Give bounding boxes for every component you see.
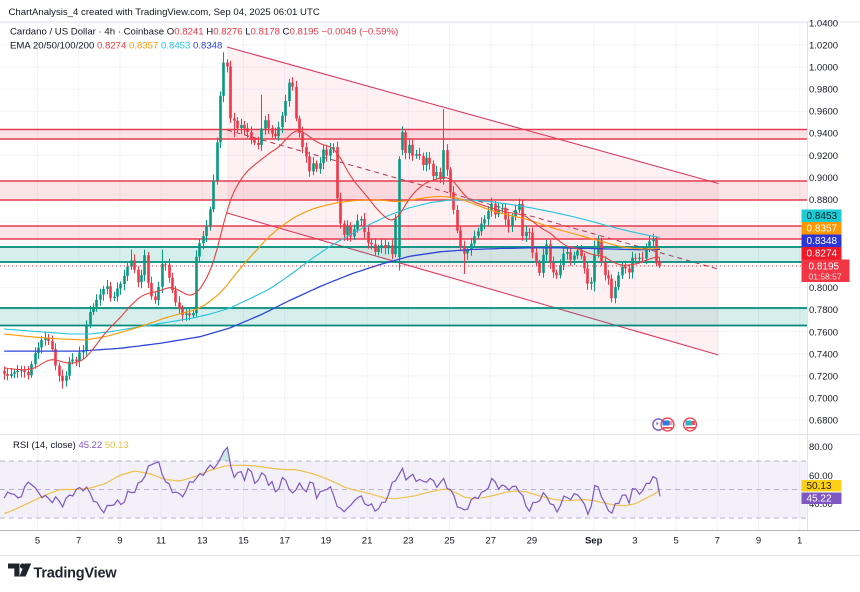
svg-text:TradingView: TradingView	[34, 566, 118, 582]
svg-text:7: 7	[715, 536, 720, 547]
svg-text:0.9000: 0.9000	[809, 173, 838, 184]
svg-text:0.9400: 0.9400	[809, 129, 838, 140]
svg-text:0.8274: 0.8274	[807, 249, 838, 260]
svg-text:7: 7	[76, 536, 81, 547]
svg-text:0.7000: 0.7000	[809, 393, 838, 404]
svg-text:11: 11	[156, 536, 166, 547]
svg-text:0.6800: 0.6800	[809, 416, 838, 427]
svg-text:0.7200: 0.7200	[809, 371, 838, 382]
svg-text:1.0000: 1.0000	[809, 63, 838, 74]
svg-text:Sep: Sep	[585, 536, 603, 547]
svg-text:RSI (14, close) 45.22 50.13: RSI (14, close) 45.22 50.13	[13, 440, 129, 451]
svg-text:50.13: 50.13	[807, 481, 832, 492]
svg-text:5: 5	[35, 536, 40, 547]
svg-text:0.9600: 0.9600	[809, 107, 838, 118]
svg-text:0.8348: 0.8348	[807, 236, 838, 247]
svg-text:40.00: 40.00	[809, 499, 833, 510]
svg-text:5: 5	[673, 536, 678, 547]
svg-text:Cardano / US Dollar · 4h · Coi: Cardano / US Dollar · 4h · Coinbase O0.8…	[10, 27, 398, 38]
svg-text:0.7600: 0.7600	[809, 327, 838, 338]
svg-text:0.8195: 0.8195	[809, 262, 840, 273]
svg-text:0.7400: 0.7400	[809, 349, 838, 360]
svg-text:3: 3	[632, 536, 637, 547]
svg-text:27: 27	[485, 536, 496, 547]
svg-text:0.8800: 0.8800	[809, 195, 838, 206]
svg-text:0.8453: 0.8453	[807, 211, 838, 222]
svg-text:0.8357: 0.8357	[807, 224, 838, 235]
svg-text:23: 23	[403, 536, 414, 547]
svg-text:45.22: 45.22	[807, 494, 832, 505]
svg-text:60.00: 60.00	[809, 471, 833, 482]
svg-text:15: 15	[238, 536, 249, 547]
svg-text:25: 25	[444, 536, 455, 547]
svg-text:01:58:57: 01:58:57	[809, 272, 842, 282]
svg-text:29: 29	[527, 536, 538, 547]
svg-text:0.7800: 0.7800	[809, 305, 838, 316]
svg-text:0.9800: 0.9800	[809, 85, 838, 96]
svg-text:9: 9	[117, 536, 122, 547]
svg-text:1.0200: 1.0200	[809, 41, 838, 52]
svg-text:0.9200: 0.9200	[809, 151, 838, 162]
svg-text:17: 17	[279, 536, 290, 547]
svg-text:1: 1	[797, 536, 802, 547]
svg-text:0.8000: 0.8000	[809, 283, 838, 294]
svg-text:13: 13	[197, 536, 208, 547]
svg-text:9: 9	[756, 536, 761, 547]
svg-text:19: 19	[321, 536, 332, 547]
svg-text:1.0400: 1.0400	[809, 18, 838, 29]
svg-text:EMA 20/50/100/200 0.8274 0.835: EMA 20/50/100/200 0.8274 0.8357 0.8453 0…	[10, 41, 222, 52]
svg-text:ChartAnalysis_4 created with T: ChartAnalysis_4 created with TradingView…	[9, 7, 320, 18]
svg-text:21: 21	[362, 536, 373, 547]
svg-text:80.00: 80.00	[809, 442, 833, 453]
